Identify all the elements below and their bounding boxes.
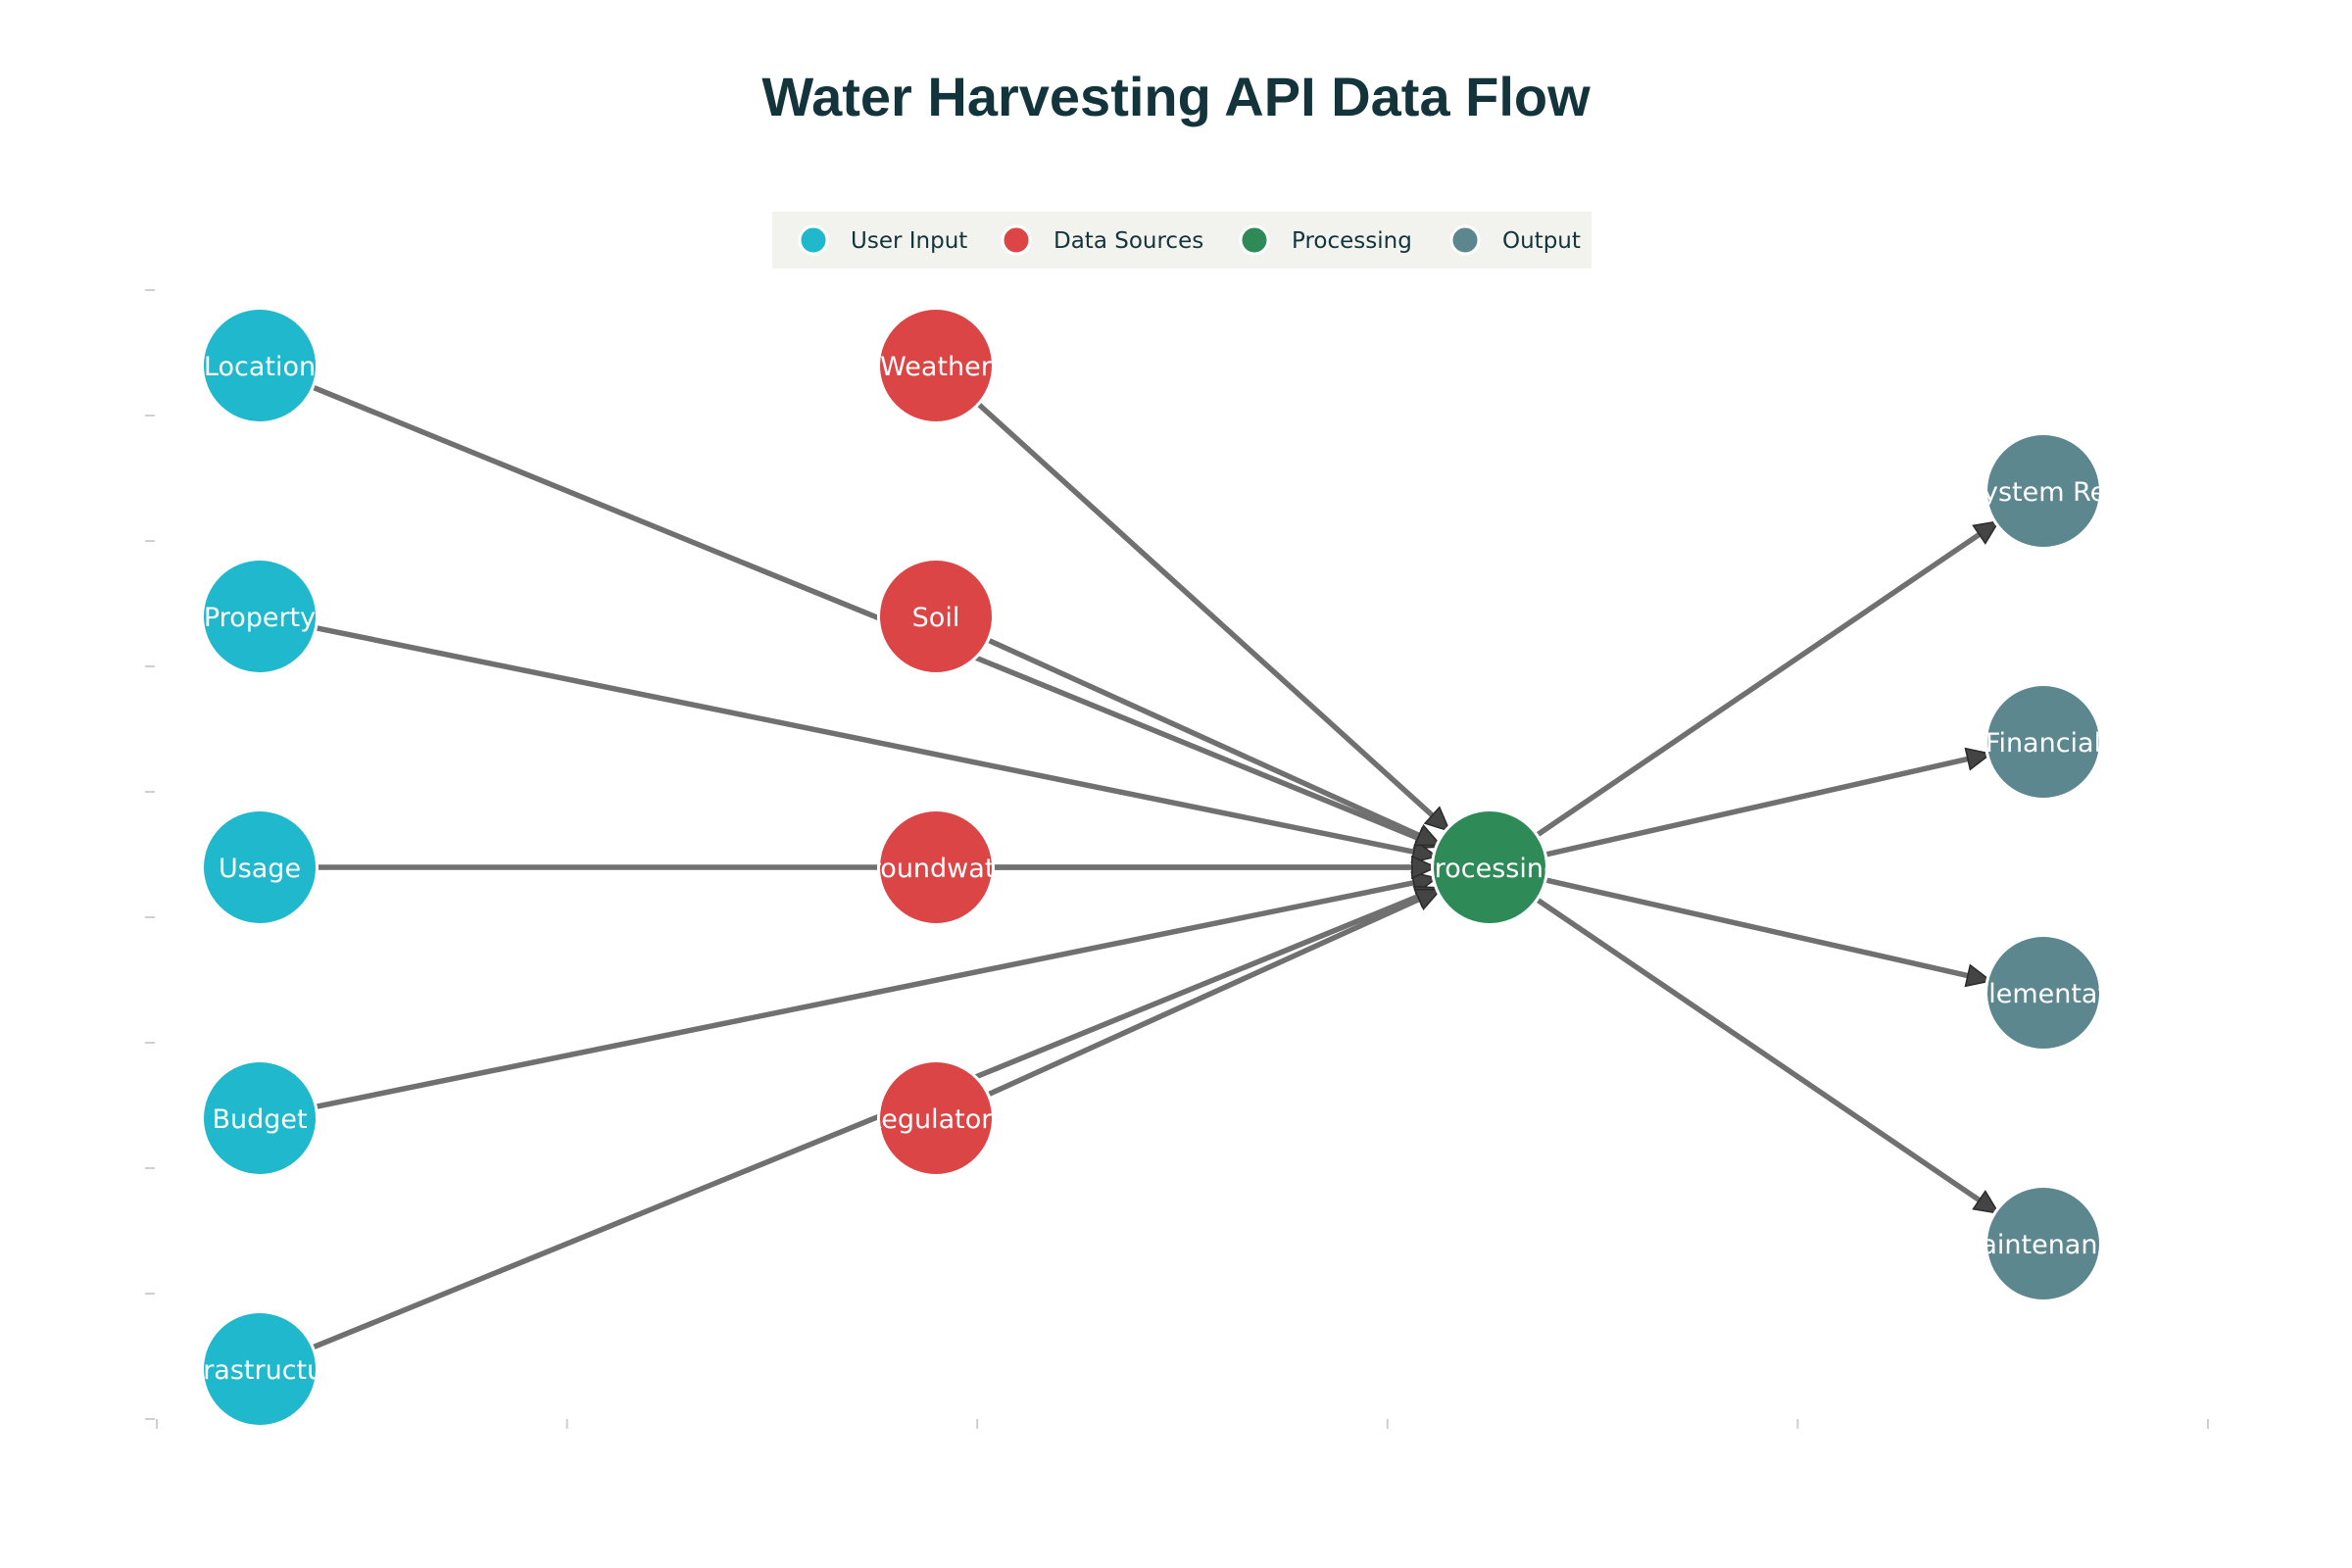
edge-infrastructure-to-processing [312, 894, 1419, 1350]
node-circle [1987, 937, 2099, 1049]
legend-item-data-sources: Data Sources [1001, 224, 1203, 256]
node-circle [1434, 811, 1545, 923]
axis-ticks [145, 289, 2209, 1429]
legend: User Input Data Sources Processing Output [772, 212, 1592, 269]
node-circle [1987, 1188, 2099, 1299]
node-label: Groundwater [850, 854, 1023, 884]
nodes: Location Property Usage Budget Infrastructur… [170, 307, 2148, 1428]
node-circle [204, 1062, 316, 1174]
node-label: Implementation [1938, 979, 2148, 1009]
node-circle [1987, 435, 2099, 547]
node-circle [204, 811, 316, 923]
arrowheads [1410, 519, 2001, 1215]
node-label: Soil [912, 603, 960, 633]
legend-item-user-input: User Input [798, 224, 967, 256]
legend-label: User Input [851, 228, 967, 254]
legend-label: Output [1502, 228, 1581, 254]
node-implementation[interactable]: Implementation [1938, 934, 2148, 1052]
node-property[interactable]: Property [201, 558, 318, 675]
node-circle [880, 1062, 992, 1174]
node-regulatory[interactable]: Regulatory [864, 1059, 1008, 1177]
legend-item-output: Output [1449, 224, 1581, 256]
edge-processing-to-implementation [1544, 877, 1969, 979]
edge-property-to-processing [316, 625, 1415, 855]
node-circle [880, 310, 992, 421]
node-label: System Rec [1966, 477, 2121, 508]
legend-marker [1239, 224, 1270, 256]
node-budget[interactable]: Budget [201, 1059, 318, 1177]
edge-processing-to-maintenance [1536, 897, 1982, 1202]
edge-location-to-processing [312, 384, 1419, 841]
node-usage[interactable]: Usage [201, 808, 318, 926]
arrowhead [1413, 824, 1443, 847]
arrowhead [1411, 855, 1438, 880]
node-label: Infrastructure [170, 1355, 351, 1386]
legend-label: Data Sources [1054, 228, 1203, 254]
node-groundwater[interactable]: Groundwater [850, 808, 1023, 926]
node-system-rec[interactable]: System Rec [1966, 432, 2121, 550]
node-circle [204, 1313, 316, 1425]
legend-marker [1001, 224, 1032, 256]
node-maintenance[interactable]: Maintenance [1958, 1185, 2129, 1302]
node-label: Regulatory [864, 1104, 1008, 1135]
node-label: Usage [219, 854, 301, 884]
legend-label: Processing [1292, 228, 1412, 254]
edge-soil-to-processing [987, 637, 1421, 838]
node-label: Processing [1419, 854, 1560, 884]
edge-processing-to-financial [1544, 756, 1969, 858]
node-circle [880, 561, 992, 672]
edge-regulatory-to-processing [987, 897, 1421, 1098]
legend-marker [798, 224, 829, 256]
edges [312, 384, 1982, 1350]
arrowhead [1964, 747, 1993, 771]
node-soil[interactable]: Soil [877, 558, 995, 675]
node-label: Maintenance [1958, 1230, 2129, 1260]
node-label: Property [204, 603, 316, 633]
arrowhead [1413, 888, 1443, 910]
node-weather[interactable]: Weather [877, 307, 995, 424]
node-financial[interactable]: Financial [1984, 683, 2102, 801]
node-label: Budget [212, 1104, 307, 1135]
edge-processing-to-system-rec [1536, 532, 1982, 838]
arrowhead [1972, 519, 2001, 545]
arrowhead [1972, 1190, 2001, 1215]
node-label: Location [204, 352, 316, 382]
node-processing[interactable]: Processing [1419, 808, 1560, 926]
node-circle [204, 310, 316, 421]
legend-marker [1449, 224, 1481, 256]
diagram-title: Water Harvesting API Data Flow [761, 66, 1591, 127]
node-circle [880, 811, 992, 923]
legend-item-processing: Processing [1239, 224, 1412, 256]
node-circle [1987, 686, 2099, 798]
arrowhead [1423, 806, 1451, 833]
edge-weather-to-processing [976, 402, 1435, 817]
arrowhead [1964, 963, 1993, 988]
node-circle [204, 561, 316, 672]
node-location[interactable]: Location [201, 307, 318, 424]
node-label: Financial [1985, 728, 2101, 759]
edge-budget-to-processing [316, 880, 1415, 1109]
node-label: Weather [880, 352, 993, 382]
arrowhead [1410, 840, 1439, 863]
node-infrastructure[interactable]: Infrastructure [170, 1310, 351, 1428]
